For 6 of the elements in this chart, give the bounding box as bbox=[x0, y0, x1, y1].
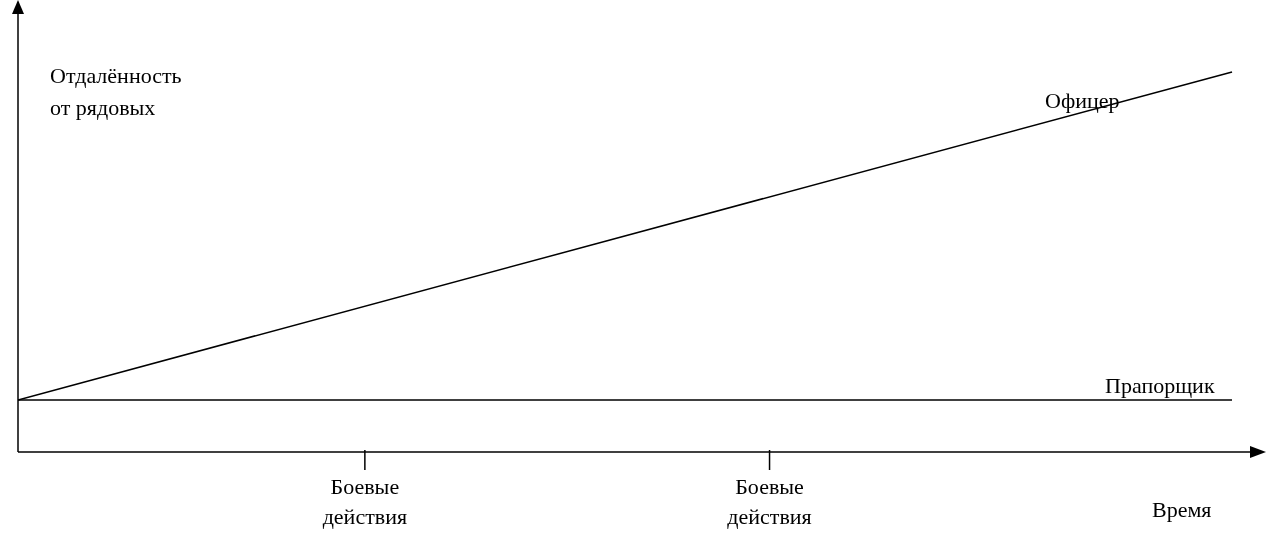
x-axis-title: Время bbox=[1152, 497, 1212, 523]
y-axis-title: Отдалённость от рядовых bbox=[50, 62, 183, 122]
x-tick-label: Боевые действия bbox=[727, 474, 812, 529]
series-label: Прапорщик bbox=[1105, 372, 1215, 398]
x-tick-label: Боевые действия bbox=[322, 474, 408, 529]
series-label: Офицер bbox=[1045, 87, 1120, 113]
